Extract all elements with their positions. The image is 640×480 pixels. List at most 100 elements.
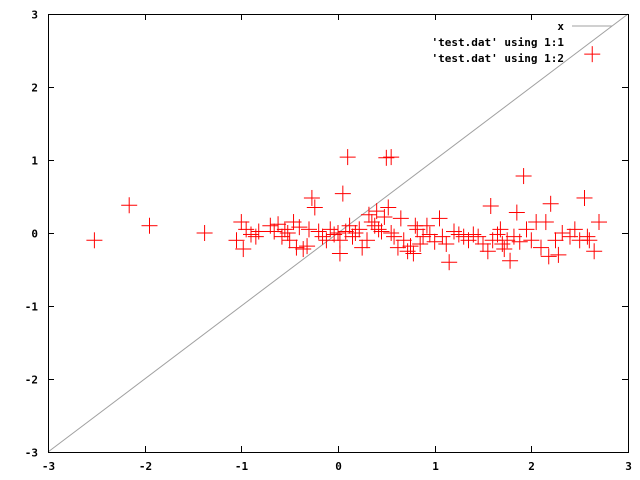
data-point-cross bbox=[306, 199, 323, 216]
data-point-cross bbox=[550, 246, 567, 263]
data-point-cross bbox=[331, 245, 348, 262]
data-point-cross bbox=[370, 221, 387, 238]
data-point-cross bbox=[295, 241, 312, 258]
y-tick-label: 2 bbox=[31, 82, 38, 95]
data-point-cross bbox=[515, 168, 532, 185]
data-point-cross bbox=[314, 228, 331, 245]
data-point-cross bbox=[233, 214, 250, 231]
x-tick-labels: -3 -2 -1 0 1 2 3 bbox=[42, 460, 632, 473]
x-tick-label: -1 bbox=[235, 460, 249, 473]
y-tick-label: 1 bbox=[31, 155, 38, 168]
x-tick-label: 3 bbox=[625, 460, 632, 473]
data-point-cross bbox=[496, 241, 513, 258]
data-point-cross bbox=[450, 226, 467, 243]
data-point-cross bbox=[434, 228, 451, 245]
data-point-cross bbox=[542, 195, 559, 212]
data-point-cross bbox=[479, 243, 496, 260]
data-point-cross bbox=[499, 232, 516, 249]
data-point-cross bbox=[281, 232, 298, 249]
data-point-cross bbox=[250, 223, 267, 240]
y-tick-label: -3 bbox=[25, 447, 38, 460]
y-tick-label: 0 bbox=[31, 228, 38, 241]
data-point-cross bbox=[581, 232, 598, 249]
legend-label: 'test.dat' using 1:2 bbox=[432, 52, 564, 65]
x-tick-label: 2 bbox=[528, 460, 535, 473]
y-tick-label: -2 bbox=[25, 374, 38, 387]
data-point-cross bbox=[279, 225, 296, 241]
data-point-cross bbox=[584, 46, 601, 63]
data-point-cross bbox=[378, 149, 395, 166]
y-tick-label: -1 bbox=[25, 301, 39, 314]
data-point-cross bbox=[235, 241, 252, 258]
data-point-cross bbox=[291, 219, 308, 236]
data-point-cross bbox=[502, 252, 519, 269]
data-point-cross bbox=[334, 185, 351, 202]
data-point-cross bbox=[330, 225, 346, 241]
data-point-cross bbox=[366, 217, 383, 234]
data-point-cross bbox=[363, 214, 380, 231]
data-point-cross bbox=[262, 217, 279, 234]
data-point-cross bbox=[586, 243, 603, 260]
data-point-cross bbox=[395, 232, 412, 249]
data-point-cross bbox=[465, 226, 482, 243]
data-point-cross bbox=[482, 197, 499, 214]
data-point-cross bbox=[547, 232, 564, 249]
data-point-cross bbox=[392, 210, 409, 227]
data-point-cross bbox=[376, 208, 393, 225]
data-point-cross bbox=[562, 228, 578, 245]
data-point-cross bbox=[470, 228, 487, 245]
data-point-cross bbox=[421, 226, 438, 243]
data-point-cross bbox=[368, 203, 385, 220]
data-point-cross bbox=[121, 197, 138, 214]
data-point-cross bbox=[344, 228, 361, 245]
x-tick-label: 0 bbox=[335, 460, 342, 473]
data-point-cross bbox=[228, 232, 245, 249]
data-point-cross bbox=[518, 221, 535, 238]
data-point-cross bbox=[566, 221, 583, 238]
y-tick-labels: -3 -2 -1 0 1 2 3 bbox=[25, 9, 39, 460]
data-point-cross bbox=[418, 217, 435, 234]
data-point-cross bbox=[402, 238, 419, 255]
data-point-cross bbox=[438, 235, 455, 252]
legend: x 'test.dat' using 1:1 'test.dat' using 1:… bbox=[432, 20, 612, 65]
y-tick-label: 3 bbox=[31, 9, 38, 22]
plot-frame bbox=[48, 14, 629, 453]
data-point-cross bbox=[511, 233, 528, 250]
x-tick-label: -2 bbox=[139, 460, 152, 473]
data-point-cross bbox=[301, 221, 317, 238]
data-point-cross bbox=[533, 239, 549, 256]
data-point-cross bbox=[492, 221, 509, 238]
x-tick-label: 1 bbox=[432, 460, 439, 473]
data-point-cross bbox=[383, 149, 400, 166]
data-point-cross bbox=[86, 232, 103, 249]
legend-label: x bbox=[557, 20, 564, 33]
data-point-cross bbox=[243, 226, 259, 243]
data-point-cross bbox=[386, 228, 403, 245]
data-point-cross bbox=[380, 199, 397, 216]
data-point-cross bbox=[508, 204, 525, 221]
data-point-cross bbox=[276, 221, 293, 238]
data-point-cross bbox=[537, 214, 554, 231]
data-point-cross bbox=[540, 248, 557, 265]
data-point-cross bbox=[360, 206, 377, 223]
data-point-cross bbox=[339, 149, 356, 166]
data-point-cross bbox=[523, 232, 540, 249]
data-point-cross bbox=[288, 239, 305, 256]
data-point-cross bbox=[299, 238, 316, 255]
data-point-cross bbox=[373, 223, 390, 240]
data-point-cross bbox=[351, 221, 368, 238]
points-layer bbox=[86, 46, 607, 271]
data-point-cross bbox=[431, 210, 448, 227]
data-point-cross bbox=[359, 232, 375, 249]
data-point-cross bbox=[347, 225, 364, 241]
data-point-cross bbox=[412, 235, 429, 252]
data-point-cross bbox=[415, 228, 432, 245]
x-tick-label: -3 bbox=[42, 460, 55, 473]
data-point-cross bbox=[554, 225, 571, 241]
data-point-cross bbox=[591, 214, 607, 231]
data-point-cross bbox=[383, 225, 400, 241]
data-point-cross bbox=[318, 232, 335, 249]
data-point-cross bbox=[475, 235, 491, 252]
legend-label: 'test.dat' using 1:1 bbox=[432, 36, 565, 49]
